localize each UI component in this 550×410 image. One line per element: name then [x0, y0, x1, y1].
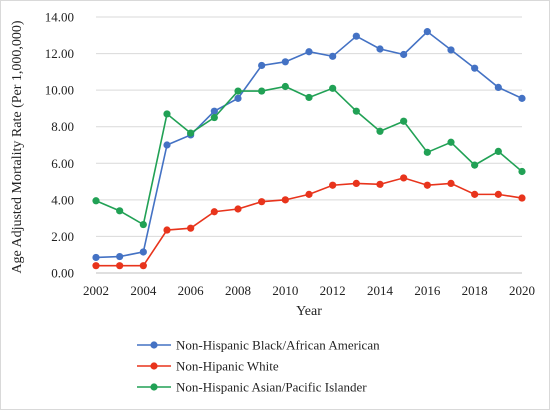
- data-point: [494, 147, 502, 155]
- data-point: [116, 207, 124, 215]
- legend-label: Non-Hipanic White: [176, 359, 279, 374]
- y-tick-label: 2.00: [51, 229, 74, 244]
- data-point: [92, 253, 100, 262]
- data-point: [447, 46, 455, 54]
- y-tick-label: 12.00: [45, 46, 74, 61]
- data-point: [92, 262, 100, 270]
- data-point: [423, 28, 431, 36]
- data-point: [281, 82, 289, 91]
- legend-marker: [150, 362, 158, 370]
- data-point: [163, 141, 171, 149]
- data-point: [210, 113, 218, 122]
- x-tick-label: 2014: [367, 283, 394, 298]
- x-tick-label: 2010: [272, 283, 298, 298]
- data-point: [210, 208, 218, 216]
- series-line: [95, 85, 523, 226]
- x-tick-label: 2004: [130, 283, 157, 298]
- data-point: [400, 50, 408, 59]
- data-point: [187, 224, 195, 232]
- data-point: [305, 48, 313, 56]
- data-point: [281, 196, 289, 204]
- data-point: [376, 45, 384, 53]
- data-point: [163, 226, 171, 234]
- legend: Non-Hispanic Black/African American Non-H…: [137, 338, 380, 395]
- y-tick-label: 4.00: [51, 192, 74, 207]
- y-axis-ticks: 0.00 2.00 4.00 6.00 8.00 10.00 12.00 14.00: [45, 10, 74, 281]
- data-point: [329, 52, 337, 60]
- data-point: [400, 174, 408, 182]
- data-point: [234, 94, 242, 102]
- legend-marker: [150, 383, 158, 391]
- data-point: [305, 190, 313, 198]
- data-point: [139, 262, 147, 270]
- data-point: [329, 84, 337, 92]
- series-layer: [92, 28, 526, 270]
- x-tick-label: 2020: [509, 283, 535, 298]
- data-point: [518, 94, 526, 102]
- data-point: [352, 179, 360, 187]
- series-1: [92, 174, 526, 270]
- x-axis-ticks: 2002 2004 2006 2008 2010 2012 2014 2016 2018 2020: [83, 283, 535, 298]
- series-2: [92, 82, 526, 229]
- data-point: [139, 220, 147, 229]
- data-point: [187, 129, 195, 137]
- x-tick-label: 2006: [178, 283, 205, 298]
- data-point: [471, 190, 479, 198]
- x-tick-label: 2018: [462, 283, 488, 298]
- y-tick-label: 0.00: [51, 266, 74, 281]
- data-point: [494, 190, 502, 198]
- data-point: [281, 58, 289, 66]
- legend-label: Non-Hispanic Asian/Pacific Islander: [176, 380, 367, 395]
- data-point: [92, 197, 100, 205]
- data-point: [234, 205, 242, 213]
- data-point: [447, 179, 455, 187]
- x-tick-label: 2008: [225, 283, 251, 298]
- data-point: [423, 148, 431, 156]
- data-point: [352, 107, 360, 115]
- data-point: [471, 161, 479, 169]
- data-point: [163, 110, 171, 118]
- x-axis-title: Year: [296, 304, 322, 319]
- legend-item: Non-Hispanic Asian/Pacific Islander: [137, 380, 367, 395]
- y-axis-title: Age Adjusted Mortality Rate (Per 1,000,0…: [10, 20, 25, 273]
- y-tick-label: 10.00: [45, 83, 74, 98]
- data-point: [258, 87, 266, 95]
- legend-item: Non-Hipanic White: [137, 359, 279, 374]
- x-tick-label: 2012: [320, 283, 346, 298]
- data-point: [329, 181, 337, 189]
- y-tick-label: 6.00: [51, 156, 74, 171]
- data-point: [400, 117, 408, 125]
- data-point: [376, 127, 384, 135]
- x-tick-label: 2002: [83, 283, 109, 298]
- legend-item: Non-Hispanic Black/African American: [137, 338, 380, 353]
- data-point: [258, 61, 266, 70]
- data-point: [447, 138, 455, 146]
- x-tick-label: 2016: [414, 283, 441, 298]
- y-tick-label: 8.00: [51, 119, 74, 134]
- data-point: [116, 262, 124, 270]
- data-point: [210, 107, 218, 115]
- series-0: [92, 28, 526, 262]
- data-point: [423, 181, 431, 189]
- data-point: [518, 167, 526, 176]
- data-point: [471, 64, 479, 72]
- data-point: [305, 93, 313, 102]
- legend-label: Non-Hispanic Black/African American: [176, 338, 380, 353]
- data-point: [352, 32, 360, 40]
- data-point: [258, 198, 266, 206]
- data-point: [116, 252, 124, 261]
- data-point: [234, 87, 242, 95]
- legend-marker: [150, 341, 158, 349]
- data-point: [376, 180, 384, 188]
- data-point: [518, 194, 526, 202]
- data-point: [139, 248, 147, 256]
- y-tick-label: 14.00: [45, 10, 74, 25]
- data-point: [494, 83, 502, 91]
